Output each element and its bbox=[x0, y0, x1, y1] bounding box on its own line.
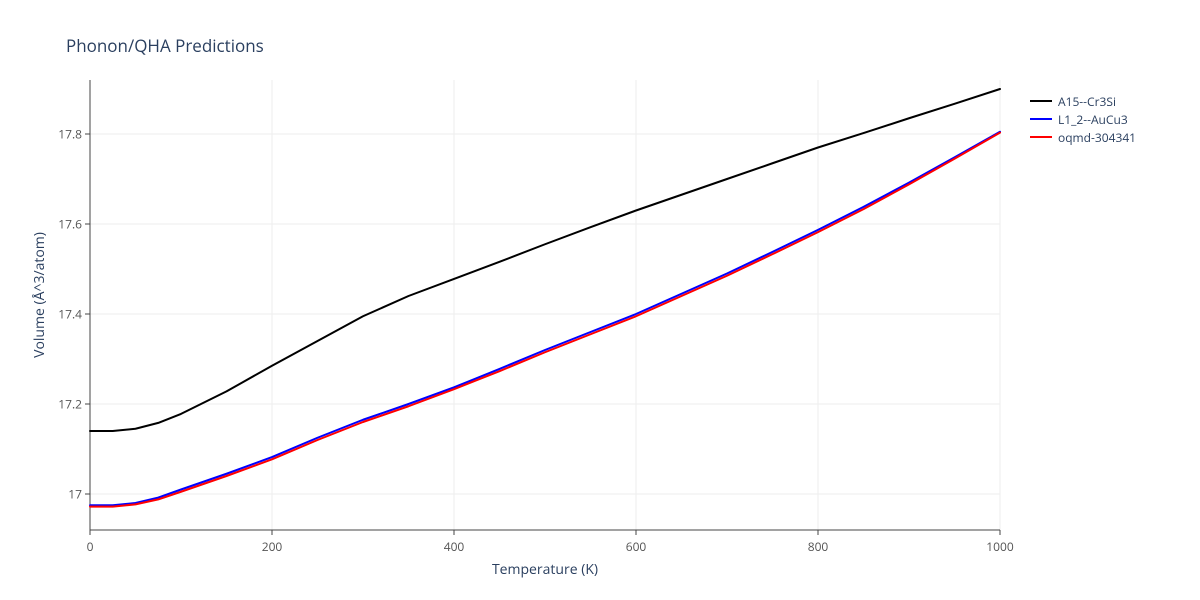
legend-swatch bbox=[1030, 118, 1052, 120]
x-axis-label: Temperature (K) bbox=[485, 560, 605, 579]
y-tick-label: 17.2 bbox=[48, 396, 82, 413]
y-axis-label: Volume (Å^3/atom) bbox=[30, 215, 49, 375]
x-tick-label: 0 bbox=[87, 538, 94, 555]
legend-item[interactable]: A15--Cr3Si bbox=[1030, 92, 1136, 110]
legend-swatch bbox=[1030, 100, 1052, 102]
y-tick-label: 17.8 bbox=[48, 126, 82, 143]
x-tick-label: 1000 bbox=[986, 538, 1013, 555]
y-tick-label: 17.4 bbox=[48, 306, 82, 323]
chart-container: { "chart": { "type": "line", "title": "P… bbox=[0, 0, 1200, 600]
legend-label: A15--Cr3Si bbox=[1058, 93, 1116, 110]
plot-area bbox=[0, 0, 1200, 600]
legend-label: L1_2--AuCu3 bbox=[1058, 111, 1128, 128]
legend-item[interactable]: oqmd-304341 bbox=[1030, 128, 1136, 146]
legend-swatch bbox=[1030, 136, 1052, 138]
y-tick-label: 17.6 bbox=[48, 216, 82, 233]
legend-item[interactable]: L1_2--AuCu3 bbox=[1030, 110, 1136, 128]
x-tick-label: 400 bbox=[444, 538, 465, 555]
legend[interactable]: A15--Cr3SiL1_2--AuCu3oqmd-304341 bbox=[1030, 92, 1136, 146]
x-tick-label: 800 bbox=[808, 538, 829, 555]
legend-label: oqmd-304341 bbox=[1058, 129, 1136, 146]
x-tick-label: 600 bbox=[626, 538, 647, 555]
y-tick-label: 17 bbox=[48, 486, 82, 503]
x-tick-label: 200 bbox=[262, 538, 283, 555]
